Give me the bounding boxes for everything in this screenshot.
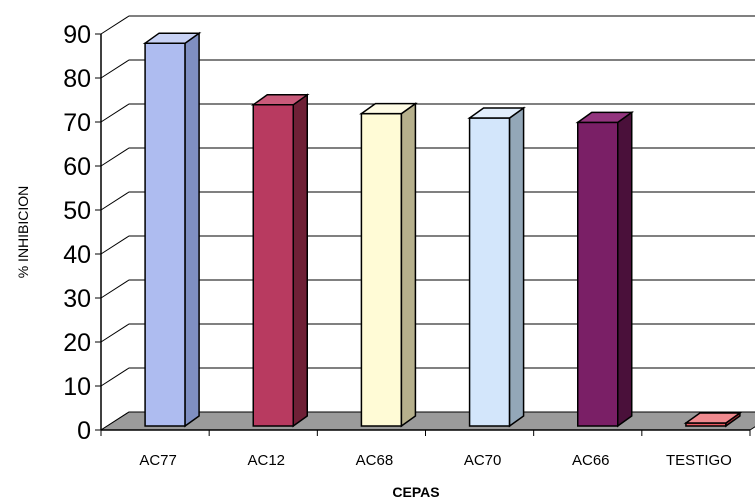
y-tick-label: 30 <box>63 285 91 313</box>
gridline <box>100 235 755 255</box>
gridline <box>100 15 755 35</box>
gridline <box>100 323 755 343</box>
y-tick-label: 60 <box>63 153 91 181</box>
back-wall-panel <box>129 16 755 412</box>
bar-side <box>184 31 200 428</box>
x-tick-label: AC77 <box>139 452 177 469</box>
x-tick-label: TESTIGO <box>666 452 732 469</box>
bar-top <box>250 94 310 106</box>
x-tick-label: AC68 <box>356 452 394 469</box>
gridline <box>100 147 755 167</box>
x-tick-label: AC70 <box>464 452 502 469</box>
bar-ac66 <box>575 110 635 428</box>
y-tick-label: 10 <box>63 373 91 401</box>
bar-front <box>252 104 294 427</box>
x-tick-labels: AC77 AC12 AC68 AC70 AC66 TESTIGO <box>139 452 732 469</box>
bar-ac77 <box>142 31 202 428</box>
bars <box>142 31 743 428</box>
bar-ac70 <box>467 106 526 428</box>
gridline <box>100 59 755 79</box>
y-tick-label: 70 <box>63 109 91 137</box>
bar-testigo <box>683 411 743 428</box>
bar-top <box>575 111 635 124</box>
bar-top <box>359 102 418 115</box>
y-tick-label: 50 <box>63 197 91 225</box>
bar-front <box>577 121 619 427</box>
bar-top <box>683 412 743 424</box>
bar-top <box>142 32 202 44</box>
y-tick-label: 90 <box>63 21 91 49</box>
gridline <box>100 191 755 211</box>
bar-side <box>292 93 308 428</box>
gridline <box>100 279 755 299</box>
x-axis-title: CEPAS <box>392 484 439 500</box>
bar-ac12 <box>250 93 310 428</box>
bar-front <box>360 112 403 427</box>
x-tick-label: AC66 <box>572 452 610 469</box>
axes <box>95 33 751 436</box>
bar-top <box>467 107 526 119</box>
bar-side <box>508 106 525 428</box>
x-tick-label: AC12 <box>247 452 285 469</box>
gridline <box>100 367 755 387</box>
gridlines <box>100 15 755 431</box>
bar-side <box>400 102 417 428</box>
bar-side <box>617 110 633 428</box>
bar-front <box>468 117 511 427</box>
y-tick-labels: 0 10 20 30 40 50 60 70 80 90 <box>63 21 91 445</box>
y-tick-label: 0 <box>77 417 91 445</box>
y-tick-label: 40 <box>63 241 91 269</box>
chart-back-wall <box>129 16 755 412</box>
bar-ac68 <box>359 102 418 428</box>
bar-front <box>144 42 186 427</box>
y-tick-label: 20 <box>63 329 91 357</box>
gridline <box>100 103 755 123</box>
y-axis-title: % INHIBICION <box>15 186 31 279</box>
y-tick-label: 80 <box>63 65 91 93</box>
